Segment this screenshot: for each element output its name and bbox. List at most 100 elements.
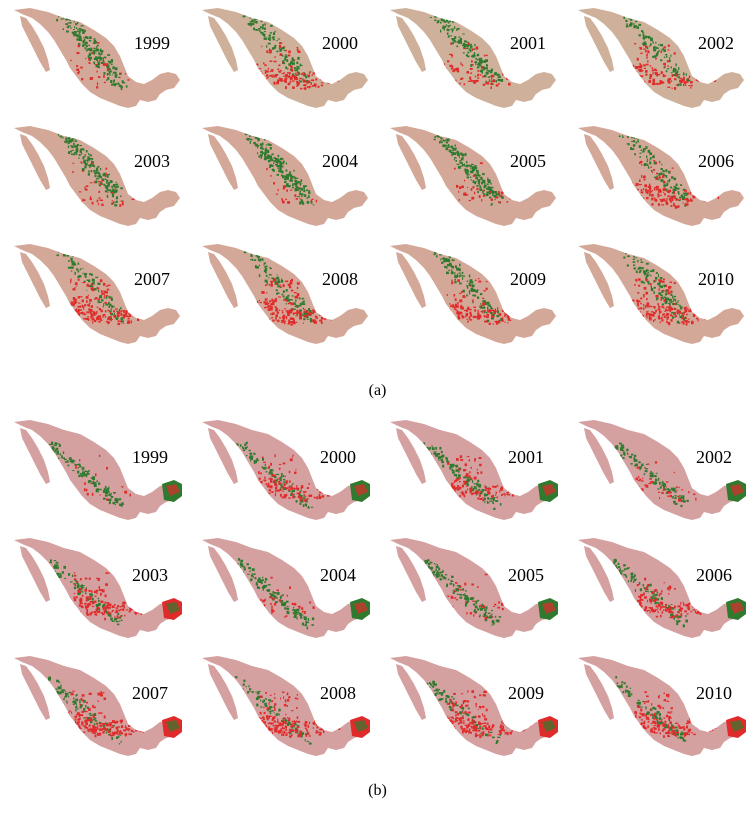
green-pixel: [468, 48, 471, 51]
red-pixel: [289, 282, 292, 285]
red-pixel: [93, 610, 97, 613]
green-pixel: [99, 50, 101, 52]
green-pixel: [275, 158, 279, 160]
green-pixel: [665, 55, 668, 58]
green-pixel: [108, 296, 111, 299]
red-pixel: [90, 316, 93, 319]
red-pixel: [83, 312, 86, 316]
red-pixel: [149, 183, 153, 185]
green-pixel: [85, 49, 88, 52]
green-pixel: [76, 145, 78, 148]
green-pixel: [688, 79, 691, 82]
green-pixel: [97, 56, 100, 59]
green-pixel: [446, 250, 450, 253]
green-pixel: [629, 11, 632, 14]
green-pixel: [664, 175, 667, 177]
red-pixel: [655, 309, 657, 313]
green-pixel: [99, 52, 101, 56]
green-pixel: [273, 592, 277, 594]
green-pixel: [470, 45, 473, 48]
red-pixel: [670, 290, 673, 294]
red-pixel: [458, 70, 460, 73]
green-pixel: [473, 284, 475, 287]
red-pixel: [266, 76, 269, 79]
green-pixel: [305, 76, 308, 79]
green-pixel: [92, 281, 95, 285]
green-pixel: [69, 139, 73, 143]
red-pixel: [495, 310, 497, 313]
green-pixel: [679, 83, 682, 86]
red-pixel: [263, 479, 267, 481]
red-pixel: [646, 63, 649, 66]
green-pixel: [634, 465, 637, 467]
green-pixel: [106, 489, 109, 493]
red-pixel: [263, 604, 266, 607]
red-pixel: [87, 304, 90, 306]
green-pixel: [665, 70, 668, 73]
red-pixel: [334, 66, 337, 68]
red-pixel: [331, 480, 333, 483]
green-pixel: [282, 295, 285, 298]
green-pixel: [293, 609, 296, 612]
green-pixel: [250, 459, 252, 462]
green-pixel: [102, 603, 106, 607]
green-pixel: [279, 601, 283, 603]
green-pixel: [272, 32, 276, 35]
red-pixel: [334, 76, 337, 80]
red-pixel: [482, 302, 485, 306]
red-pixel: [271, 608, 274, 612]
green-pixel: [85, 150, 88, 153]
green-pixel: [424, 449, 427, 452]
red-pixel: [283, 494, 287, 497]
green-pixel: [492, 501, 494, 504]
red-pixel: [652, 80, 655, 84]
green-pixel: [272, 36, 275, 38]
green-pixel: [70, 581, 73, 583]
green-pixel: [433, 451, 437, 453]
green-pixel: [273, 157, 276, 159]
green-pixel: [670, 293, 673, 296]
green-pixel: [660, 285, 663, 289]
red-pixel: [684, 320, 686, 323]
red-pixel: [451, 486, 455, 490]
green-pixel: [241, 571, 245, 573]
red-pixel: [647, 463, 650, 465]
red-pixel: [133, 314, 135, 317]
red-pixel: [275, 282, 278, 285]
red-pixel: [122, 201, 124, 204]
green-pixel: [450, 271, 454, 275]
red-pixel: [702, 77, 705, 79]
red-pixel: [268, 485, 270, 488]
red-pixel: [639, 478, 642, 481]
green-pixel: [671, 488, 674, 491]
year-label: 2004: [320, 565, 356, 585]
red-pixel: [463, 192, 466, 196]
red-pixel: [710, 68, 714, 70]
red-pixel: [464, 480, 467, 484]
green-pixel: [275, 158, 277, 161]
red-pixel: [293, 75, 296, 79]
red-pixel: [74, 578, 77, 580]
green-pixel: [276, 276, 280, 279]
red-pixel: [293, 495, 295, 497]
green-pixel: [619, 568, 621, 570]
red-pixel: [86, 612, 89, 615]
red-pixel: [111, 610, 114, 613]
red-pixel: [464, 582, 467, 586]
green-pixel: [492, 494, 494, 498]
red-pixel: [655, 189, 659, 191]
green-pixel: [108, 305, 110, 308]
red-pixel: [483, 315, 486, 318]
green-pixel: [296, 189, 299, 191]
green-pixel: [459, 268, 461, 272]
red-pixel: [314, 315, 318, 318]
green-pixel: [675, 620, 679, 622]
red-pixel: [100, 291, 103, 293]
red-pixel: [149, 300, 152, 303]
green-pixel: [630, 129, 633, 132]
green-pixel: [84, 470, 87, 472]
red-pixel: [643, 178, 646, 181]
red-pixel: [108, 603, 111, 606]
red-pixel: [472, 186, 475, 189]
red-pixel: [89, 601, 93, 603]
